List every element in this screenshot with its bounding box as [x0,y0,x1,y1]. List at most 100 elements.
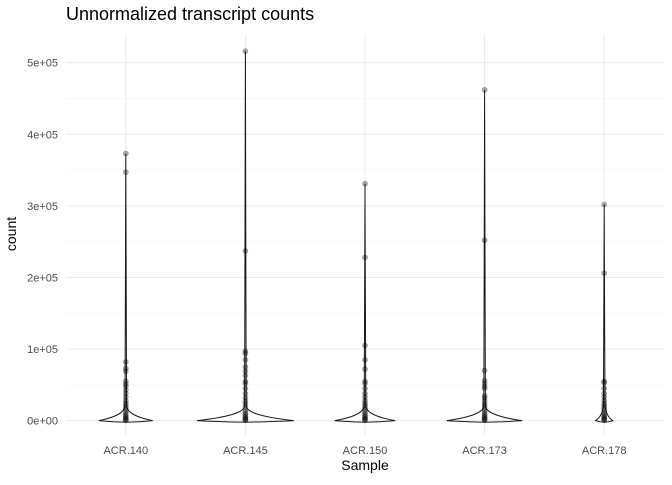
x-tick-label: ACR.173 [462,445,507,457]
outlier-point [122,378,129,385]
outlier-point [362,254,368,261]
outlier-point [481,383,488,390]
outlier-point [601,404,608,411]
outlier-point [362,394,368,400]
outlier-point [242,348,249,355]
outlier-point [601,385,608,392]
outlier-point [481,237,488,244]
outlier-point [242,407,249,413]
outlier-point [242,385,249,392]
outlier-point [242,356,249,363]
outlier-point [122,368,129,375]
outlier-point [122,411,129,417]
outlier-point [601,413,608,420]
outlier-point [242,368,249,375]
outlier-point [481,414,488,421]
outlier-point [362,378,368,385]
y-tick-label: 4e+05 [27,129,58,141]
outlier-point [122,409,129,415]
outlier-point [122,416,129,423]
chart-title: Unnormalized transcript counts [66,4,314,24]
outlier-point [122,381,129,388]
outlier-points [122,48,608,424]
x-tick-label: ACR.140 [103,445,148,457]
outlier-point [481,397,488,404]
outlier-point [242,48,249,55]
outlier-point [242,413,249,420]
outlier-point [122,402,129,409]
outlier-point [481,407,488,413]
outlier-point [122,412,129,419]
violin-shape [446,89,523,423]
outlier-point [242,404,249,410]
y-tick-label: 3e+05 [27,201,58,213]
outlier-point [362,397,368,404]
y-tick-label: 0e+00 [27,416,58,428]
outlier-point [362,180,368,187]
x-tick-label: ACR.150 [343,445,388,457]
outlier-point [242,248,249,254]
outlier-point [481,400,488,407]
outlier-point [362,417,368,424]
outlier-point [481,367,488,374]
outlier-point [122,365,129,372]
outlier-point [242,394,249,401]
y-tick-label: 2e+05 [27,272,58,284]
outlier-point [601,417,608,424]
outlier-point [601,412,608,419]
outlier-point [122,400,129,407]
outlier-point [122,150,129,157]
outlier-point [601,270,608,277]
outlier-point [242,364,249,370]
outlier-point [362,416,368,422]
outlier-point [481,377,488,384]
outlier-point [481,385,488,392]
x-axis-ticks: ACR.140 ACR.145 ACR.150 ACR.173 ACR.178 [103,445,626,457]
outlier-point [122,416,129,422]
outlier-point [362,409,368,415]
outlier-point [481,413,488,420]
outlier-point [362,356,368,363]
outlier-point [481,417,488,424]
outlier-point [242,411,249,417]
outlier-point [601,201,608,208]
outlier-point [242,378,249,385]
outlier-point [242,350,249,357]
x-axis-title: Sample [341,457,389,473]
outlier-point [122,359,129,365]
outlier-point [122,169,129,176]
outlier-point [362,404,368,411]
outlier-point [242,380,249,387]
outlier-point [122,387,129,393]
outlier-point [601,394,608,400]
y-axis-title: count [3,217,19,251]
y-axis-ticks: 0e+00 1e+05 2e+05 3e+05 4e+05 5e+05 [27,58,58,428]
y-tick-label: 1e+05 [27,344,58,356]
outlier-point [242,417,249,424]
outlier-point [601,379,608,386]
outlier-point [362,366,368,372]
outlier-point [242,372,249,379]
outlier-point [601,416,608,422]
outlier-point [481,412,488,419]
outlier-point [242,414,249,421]
outlier-point [362,412,368,419]
violin-shape [334,183,396,423]
outlier-point [601,409,608,415]
violin-shape [196,51,294,423]
x-tick-label: ACR.145 [223,445,268,457]
outlier-point [122,390,129,397]
outlier-point [242,398,249,405]
outlier-point [362,407,368,413]
outlier-point [362,400,368,407]
outlier-point [481,409,488,415]
outlier-point [362,380,368,387]
outlier-point [242,412,249,419]
y-tick-label: 5e+05 [27,58,58,70]
outlier-point [601,400,608,407]
outlier-point [481,87,488,93]
outlier-point [242,390,249,397]
violins [98,51,614,423]
outlier-point [481,411,488,417]
